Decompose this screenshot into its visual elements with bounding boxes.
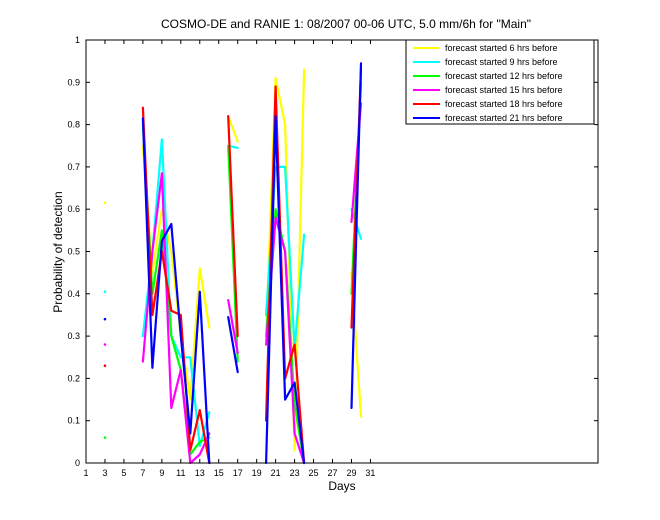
series-1-line bbox=[227, 114, 239, 143]
y-tick-label: 0.3 bbox=[67, 331, 80, 341]
y-tick-label: 0.1 bbox=[67, 416, 80, 426]
x-tick-label: 27 bbox=[328, 468, 338, 478]
x-tick-label: 15 bbox=[214, 468, 224, 478]
series-5-line bbox=[141, 106, 211, 465]
x-tick-label: 19 bbox=[252, 468, 262, 478]
legend-label: forecast started 6 hrs before bbox=[445, 43, 558, 53]
series-5-point bbox=[103, 364, 107, 368]
legend-label: forecast started 15 hrs before bbox=[445, 85, 563, 95]
x-tick-label: 5 bbox=[121, 468, 126, 478]
series-5-line bbox=[227, 114, 239, 338]
series-4-point bbox=[103, 343, 107, 346]
x-tick-label: 9 bbox=[159, 468, 164, 478]
series-6-line bbox=[265, 114, 306, 465]
x-tick-label: 13 bbox=[195, 468, 205, 478]
legend-label: forecast started 21 hrs before bbox=[445, 113, 563, 123]
series-6-point bbox=[103, 317, 107, 321]
series-3-line bbox=[227, 144, 239, 363]
x-axis: 1 3 5 7 9 11 13 15 17 19 21 23 25 27 29 31 bbox=[83, 40, 375, 478]
x-tick-label: 23 bbox=[290, 468, 300, 478]
y-tick-label: 0.5 bbox=[67, 247, 80, 257]
legend-label: forecast started 18 hrs before bbox=[445, 99, 563, 109]
x-tick-label: 31 bbox=[365, 468, 375, 478]
x-tick-label: 21 bbox=[271, 468, 281, 478]
series-4-line bbox=[141, 172, 211, 465]
y-tick-label: 1 bbox=[75, 35, 80, 45]
plot-lines bbox=[103, 62, 363, 465]
legend-label: forecast started 9 hrs before bbox=[445, 57, 558, 67]
x-tick-label: 17 bbox=[233, 468, 243, 478]
series-3-point bbox=[103, 436, 107, 439]
y-tick-label: 0.2 bbox=[67, 373, 80, 383]
legend-label: forecast started 12 hrs before bbox=[445, 71, 563, 81]
series-2-point bbox=[103, 290, 107, 293]
series-6-line bbox=[227, 316, 239, 374]
series-4-line bbox=[227, 299, 239, 355]
y-axis-label: Probability of detection bbox=[51, 191, 65, 312]
y-tick-label: 0 bbox=[75, 458, 80, 468]
series-1-line bbox=[141, 144, 211, 401]
series-1-point bbox=[103, 201, 107, 205]
x-tick-label: 7 bbox=[140, 468, 145, 478]
series-6-line bbox=[141, 117, 211, 465]
y-tick-label: 0.7 bbox=[67, 162, 80, 172]
y-tick-label: 0.8 bbox=[67, 120, 80, 130]
chart-title: COSMO-DE and RANIE 1: 08/2007 00-06 UTC,… bbox=[161, 17, 531, 31]
x-tick-label: 11 bbox=[176, 468, 185, 478]
x-tick-label: 25 bbox=[309, 468, 319, 478]
series-3-line bbox=[141, 123, 211, 456]
y-axis: 0 0.1 0.2 0.3 0.4 0.5 0.6 0.7 0.8 0.9 1 bbox=[67, 35, 598, 468]
y-tick-label: 0.9 bbox=[67, 77, 80, 87]
x-tick-label: 3 bbox=[102, 468, 107, 478]
series-6-line bbox=[350, 62, 363, 410]
x-tick-label: 1 bbox=[83, 468, 88, 478]
legend-box bbox=[405, 39, 595, 125]
y-tick-label: 0.6 bbox=[67, 204, 80, 214]
x-tick-label: 29 bbox=[346, 468, 356, 478]
y-tick-label: 0.4 bbox=[67, 289, 80, 299]
x-axis-label: Days bbox=[328, 479, 355, 493]
legend: forecast started 6 hrs before forecast st… bbox=[405, 39, 595, 125]
